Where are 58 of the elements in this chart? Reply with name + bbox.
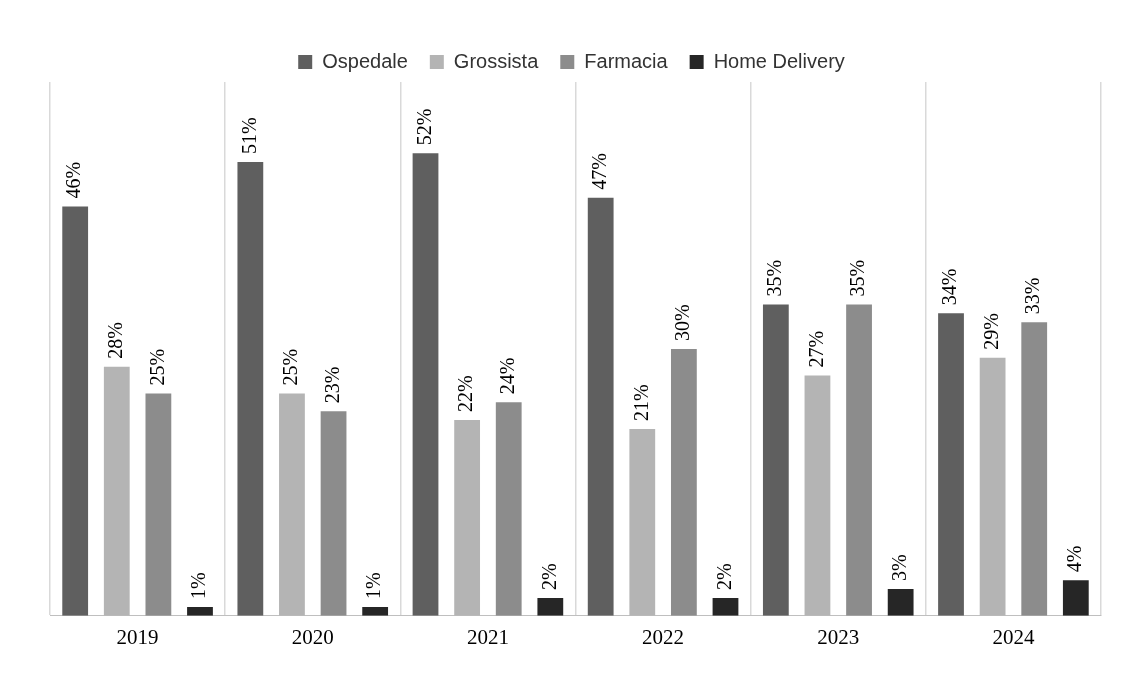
bar xyxy=(412,153,439,616)
bar xyxy=(1062,580,1089,616)
data-label: 29% xyxy=(979,313,1002,350)
bar xyxy=(145,393,172,616)
data-label: 1% xyxy=(187,572,210,599)
data-label: 4% xyxy=(1063,545,1086,573)
bar xyxy=(279,393,305,616)
bar xyxy=(670,348,697,616)
data-label: 21% xyxy=(629,384,652,421)
bar xyxy=(629,428,656,616)
data-label: 24% xyxy=(495,357,518,395)
bar xyxy=(237,162,264,616)
data-label: 52% xyxy=(412,108,435,146)
legend-label: Farmacia xyxy=(584,49,669,72)
bar xyxy=(320,411,347,616)
bar xyxy=(887,589,914,616)
x-tick-label: 2023 xyxy=(817,624,860,649)
data-label: 34% xyxy=(938,268,961,306)
legend-label: Home Delivery xyxy=(713,49,845,72)
data-label: 47% xyxy=(587,152,610,190)
bar xyxy=(62,206,89,616)
x-tick-label: 2024 xyxy=(992,624,1035,649)
data-label: 22% xyxy=(454,375,477,413)
data-label: 51% xyxy=(237,117,260,155)
bar xyxy=(537,598,564,616)
data-label: 25% xyxy=(145,348,168,386)
bar xyxy=(187,606,213,616)
bar xyxy=(454,420,481,616)
bar xyxy=(1021,322,1048,616)
data-label: 30% xyxy=(671,304,694,341)
data-label: 27% xyxy=(804,330,827,368)
bar xyxy=(495,402,522,616)
x-tick-label: 2019 xyxy=(116,624,159,649)
x-tick-label: 2020 xyxy=(291,624,334,649)
data-label: 3% xyxy=(887,554,910,582)
bar xyxy=(103,366,130,616)
data-label: 33% xyxy=(1021,277,1044,315)
data-label: 28% xyxy=(104,322,127,359)
legend-label: Grossista xyxy=(453,49,540,72)
bar xyxy=(762,304,789,616)
bar xyxy=(804,375,831,616)
data-label: 35% xyxy=(763,259,786,297)
data-label: 1% xyxy=(362,572,385,599)
data-label: 2% xyxy=(537,563,560,591)
data-label: 2% xyxy=(712,563,735,591)
bar xyxy=(362,606,389,616)
data-label: 46% xyxy=(62,161,85,199)
x-tick-label: 2022 xyxy=(642,624,685,649)
bar xyxy=(979,357,1006,616)
bar xyxy=(938,313,964,616)
data-label: 23% xyxy=(320,366,343,404)
bar xyxy=(712,598,739,616)
data-label: 35% xyxy=(846,259,869,297)
data-label: 25% xyxy=(279,348,302,386)
bar xyxy=(846,304,872,616)
x-tick-label: 2021 xyxy=(466,624,509,649)
bar xyxy=(587,197,614,616)
legend-label: Ospedale xyxy=(322,49,408,72)
